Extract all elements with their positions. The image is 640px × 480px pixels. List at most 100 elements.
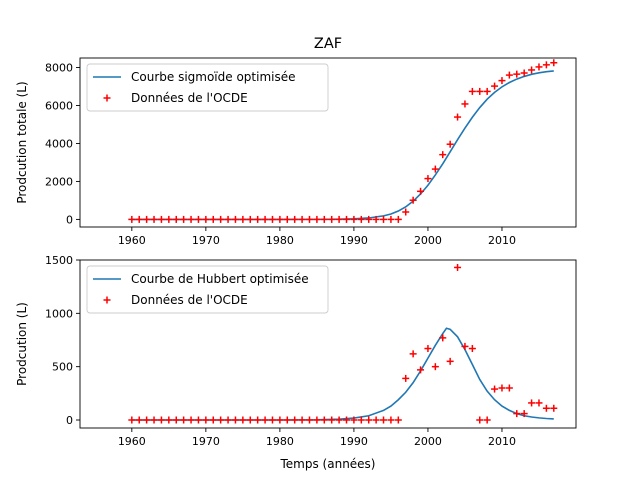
chart-title: ZAF	[314, 36, 342, 52]
data-point	[254, 215, 262, 223]
data-point	[202, 215, 210, 223]
x-tick-label: 1990	[340, 234, 368, 247]
data-point	[231, 215, 239, 223]
data-point	[417, 187, 425, 195]
data-point	[202, 416, 210, 424]
bottom-panel: 1960 1970 1980 1990 2000 2010 0 500 1000 1500 Prod…	[15, 254, 577, 448]
data-point	[520, 69, 528, 77]
top-panel: 1960 1970 1980 1990 2000 2010 0 2000 4000 6000 800…	[15, 57, 577, 247]
data-point	[505, 384, 513, 392]
data-point	[143, 416, 151, 424]
data-point	[165, 215, 173, 223]
y-tick-label: 500	[52, 361, 73, 374]
plot-frame	[79, 57, 577, 228]
data-point	[180, 215, 188, 223]
data-point	[239, 416, 247, 424]
data-point	[528, 66, 536, 74]
x-axis-label: Temps (années)	[280, 457, 376, 471]
data-point	[350, 215, 358, 223]
data-point	[261, 215, 269, 223]
data-point	[320, 416, 328, 424]
data-point	[535, 399, 543, 407]
x-tick-label: 1970	[192, 234, 220, 247]
x-tick-label: 1960	[118, 234, 146, 247]
x-tick-label: 1960	[118, 435, 146, 448]
data-point	[513, 70, 521, 78]
data-point	[172, 416, 180, 424]
data-point	[165, 416, 173, 424]
data-point	[550, 59, 558, 67]
data-point	[298, 416, 306, 424]
data-point	[335, 215, 343, 223]
data-point	[157, 215, 165, 223]
x-tick-label: 1980	[266, 234, 294, 247]
data-point	[542, 61, 550, 69]
data-point	[276, 215, 284, 223]
data-point	[254, 416, 262, 424]
data-point	[402, 374, 410, 382]
data-point	[409, 350, 417, 358]
data-point	[535, 63, 543, 71]
data-point	[194, 416, 202, 424]
data-point	[446, 357, 454, 365]
data-point	[468, 87, 476, 95]
data-point	[239, 215, 247, 223]
data-point	[187, 215, 195, 223]
data-point	[143, 215, 151, 223]
data-point	[180, 416, 188, 424]
data-point	[343, 416, 351, 424]
data-point	[291, 416, 299, 424]
legend-box	[86, 265, 329, 314]
data-point	[320, 215, 328, 223]
y-tick-label: 8000	[45, 61, 73, 74]
x-tick-label: 2010	[488, 234, 516, 247]
data-point	[483, 416, 491, 424]
data-point	[305, 416, 313, 424]
data-point	[246, 416, 254, 424]
data-point	[357, 215, 365, 223]
data-point	[498, 384, 506, 392]
data-point	[491, 385, 499, 393]
data-point	[335, 416, 343, 424]
legend: Courbe de Hubbert optimisée Données de l'…	[86, 265, 329, 314]
data-point	[372, 215, 380, 223]
data-point	[461, 342, 469, 350]
legend-entry: Données de l'OCDE	[131, 91, 248, 105]
x-tick-label: 2010	[488, 435, 516, 448]
data-point	[542, 404, 550, 412]
data-point	[505, 71, 513, 79]
data-point	[520, 410, 528, 418]
y-axis-label: Prodcution totale (L)	[15, 81, 29, 203]
y-tick-label: 6000	[45, 99, 73, 112]
legend-entry: Courbe de Hubbert optimisée	[131, 272, 309, 286]
y-tick-label: 2000	[45, 175, 73, 188]
data-point	[231, 416, 239, 424]
y-tick-label: 0	[66, 213, 73, 226]
y-axis-label: Prodcution (L)	[15, 302, 29, 386]
data-point	[328, 215, 336, 223]
data-point	[468, 345, 476, 353]
data-point	[187, 416, 195, 424]
data-point	[217, 215, 225, 223]
data-point	[498, 77, 506, 85]
y-tick-label: 0	[66, 414, 73, 427]
data-point	[424, 175, 432, 183]
x-tick-label: 1970	[192, 435, 220, 448]
data-point	[209, 416, 217, 424]
legend-box	[86, 63, 329, 112]
data-point	[276, 416, 284, 424]
data-point	[268, 416, 276, 424]
data-point	[224, 215, 232, 223]
data-point	[135, 416, 143, 424]
legend-marker-swatch	[103, 296, 111, 304]
data-point	[128, 215, 136, 223]
data-point	[209, 215, 217, 223]
data-point	[454, 113, 462, 121]
data-point	[424, 345, 432, 353]
data-point	[135, 215, 143, 223]
data-point	[343, 215, 351, 223]
data-point	[417, 366, 425, 374]
data-point	[172, 215, 180, 223]
data-point	[402, 208, 410, 216]
